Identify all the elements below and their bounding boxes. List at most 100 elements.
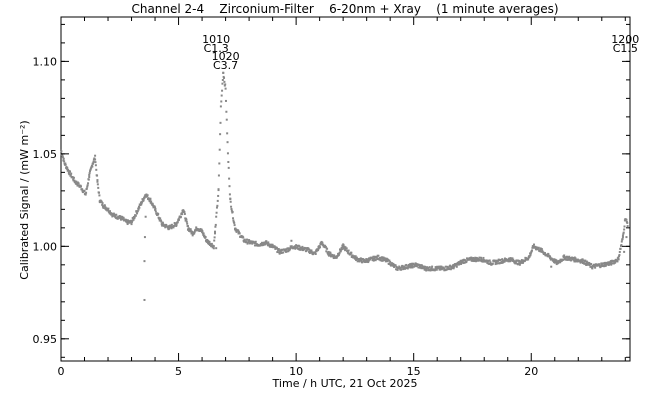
data-point — [541, 249, 544, 252]
data-point — [221, 79, 224, 81]
data-point — [89, 169, 92, 171]
data-point — [394, 264, 397, 267]
data-point — [213, 236, 216, 239]
data-point — [547, 253, 550, 256]
data-point — [327, 253, 330, 256]
data-point — [322, 243, 325, 246]
data-point — [285, 248, 288, 251]
data-point — [531, 249, 534, 252]
data-point — [122, 217, 125, 220]
data-point — [371, 259, 374, 262]
data-point — [590, 263, 593, 266]
data-point — [319, 246, 322, 249]
data-point — [161, 221, 164, 224]
data-point — [581, 258, 584, 261]
data-point — [83, 189, 86, 192]
data-point — [140, 203, 143, 206]
data-point — [324, 244, 327, 247]
data-point — [200, 228, 203, 231]
data-point — [177, 218, 180, 221]
data-point — [496, 260, 499, 262]
data-point — [230, 205, 233, 208]
data-point — [87, 178, 90, 181]
data-point — [384, 260, 387, 263]
data-point — [218, 162, 221, 165]
data-point — [514, 262, 517, 265]
data-point — [389, 260, 392, 263]
data-point — [616, 260, 619, 263]
data-point — [135, 210, 138, 213]
data-point — [219, 121, 222, 124]
data-point — [360, 259, 363, 262]
data-point — [458, 263, 461, 266]
data-point — [95, 168, 98, 171]
data-point — [435, 268, 438, 271]
data-point — [401, 265, 404, 268]
data-point — [229, 200, 232, 203]
data-point — [574, 257, 577, 260]
data-point — [457, 261, 460, 264]
data-point — [520, 259, 523, 262]
data-point — [494, 261, 497, 264]
data-point — [525, 257, 528, 260]
data-point — [617, 256, 620, 259]
data-point — [607, 263, 610, 266]
data-point — [422, 265, 425, 268]
data-point — [157, 213, 160, 216]
data-point — [94, 154, 97, 157]
data-point — [563, 256, 566, 259]
data-point — [92, 160, 95, 163]
data-point — [601, 262, 604, 265]
data-point — [77, 182, 80, 185]
data-point — [508, 257, 511, 260]
data-point — [191, 231, 194, 234]
data-point — [217, 174, 220, 177]
data-point — [400, 266, 403, 269]
data-point — [225, 118, 228, 121]
data-point — [622, 232, 625, 235]
data-point — [103, 204, 106, 207]
data-point — [94, 158, 97, 161]
data-point — [84, 193, 87, 196]
data-point — [178, 216, 181, 219]
data-point — [111, 215, 114, 218]
data-point — [344, 249, 347, 252]
data-point — [497, 262, 500, 265]
chart-title: Channel 2-4 Zirconium-Filter 6-20nm + Xr… — [131, 2, 558, 16]
data-point — [593, 265, 596, 268]
data-point — [67, 171, 70, 174]
data-point — [67, 169, 70, 172]
data-point — [366, 258, 369, 261]
data-point — [355, 256, 358, 259]
data-point — [207, 242, 210, 245]
data-point — [206, 241, 209, 244]
data-point — [406, 267, 409, 270]
data-point — [344, 246, 347, 249]
data-point — [85, 191, 88, 194]
data-point — [618, 250, 621, 253]
data-point — [540, 248, 543, 251]
data-point — [74, 180, 77, 183]
data-point — [522, 261, 525, 264]
data-point — [159, 217, 162, 220]
data-point — [393, 266, 396, 269]
data-point — [87, 182, 90, 185]
data-point — [388, 262, 391, 265]
data-point — [584, 262, 587, 265]
data-point — [604, 264, 607, 267]
data-point — [574, 258, 577, 261]
data-point — [286, 250, 289, 253]
data-point — [182, 209, 185, 212]
data-point — [218, 148, 221, 151]
data-point — [327, 250, 330, 253]
data-point — [395, 266, 398, 269]
data-point — [588, 264, 591, 267]
data-point — [172, 226, 175, 229]
data-point — [215, 211, 218, 214]
data-point — [214, 225, 217, 228]
data-point — [325, 250, 328, 253]
data-point — [553, 258, 556, 261]
data-point — [548, 255, 551, 258]
data-point — [574, 260, 577, 263]
data-point — [427, 267, 430, 270]
